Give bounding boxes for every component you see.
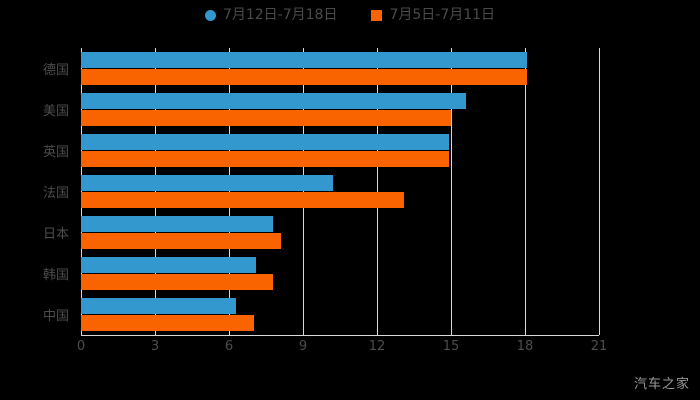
bar-previous[interactable] [81, 274, 274, 290]
bar-previous[interactable] [81, 69, 528, 85]
bar-previous[interactable] [81, 315, 254, 331]
legend-label-previous: 7月5日-7月11日 [389, 7, 496, 23]
bar-previous[interactable] [81, 110, 451, 126]
x-tick-6: 6 [224, 339, 234, 354]
y-axis-label-2: 英国 [42, 145, 69, 160]
y-axis-label-5: 韩国 [42, 268, 69, 283]
gridline-15 [451, 48, 452, 335]
bar-group [81, 253, 599, 294]
bar-previous[interactable] [81, 151, 449, 167]
watermark-label: 汽车之家 [633, 377, 690, 392]
bar-group [81, 48, 599, 89]
bar-current[interactable] [81, 216, 274, 232]
bar-group [81, 89, 599, 130]
legend-item-previous[interactable]: 7月5日-7月11日 [371, 8, 495, 22]
gridline-9 [303, 48, 304, 335]
y-axis-label-0: 德国 [42, 63, 69, 78]
bar-current[interactable] [81, 257, 257, 273]
bar-group [81, 130, 599, 171]
bar-previous[interactable] [81, 233, 281, 249]
x-tick-9: 9 [298, 339, 308, 354]
y-axis-category-labels: 德国美国英国法国日本韩国中国 [0, 48, 75, 335]
y-axis-label-6: 中国 [42, 309, 69, 324]
x-tick-3: 3 [150, 339, 160, 354]
y-axis-label-4: 日本 [42, 227, 69, 242]
x-tick-0: 0 [76, 339, 86, 354]
chart-legend: 7月12日-7月18日 7月5日-7月11日 [0, 8, 700, 22]
x-axis-tick-labels: 0 3 6 9 12 15 18 21 [0, 339, 700, 359]
gridline-3 [155, 48, 156, 335]
bar-group [81, 212, 599, 253]
gridline-18 [525, 48, 526, 335]
bar-current[interactable] [81, 298, 237, 314]
gridline-6 [229, 48, 230, 335]
x-tick-12: 12 [368, 339, 386, 354]
bar-group [81, 171, 599, 212]
gridline-0 [81, 48, 82, 335]
x-tick-21: 21 [590, 339, 608, 354]
legend-item-current[interactable]: 7月12日-7月18日 [204, 7, 338, 23]
bar-previous[interactable] [81, 192, 405, 208]
gridline-12 [377, 48, 378, 335]
bar-current[interactable] [81, 52, 528, 68]
x-tick-15: 15 [442, 339, 460, 354]
x-axis-line [81, 335, 599, 336]
bar-current[interactable] [81, 134, 449, 150]
y-axis-label-3: 法国 [42, 186, 69, 201]
x-tick-18: 18 [516, 339, 534, 354]
y-axis-label-1: 美国 [42, 104, 69, 119]
legend-marker-square-icon [371, 9, 383, 21]
legend-marker-circle-icon [204, 9, 216, 21]
plot-area [81, 48, 600, 335]
gridline-21 [599, 48, 600, 335]
legend-label-current: 7月12日-7月18日 [222, 7, 338, 23]
bar-current[interactable] [81, 93, 466, 109]
bar-current[interactable] [81, 175, 333, 191]
bar-group [81, 294, 599, 335]
